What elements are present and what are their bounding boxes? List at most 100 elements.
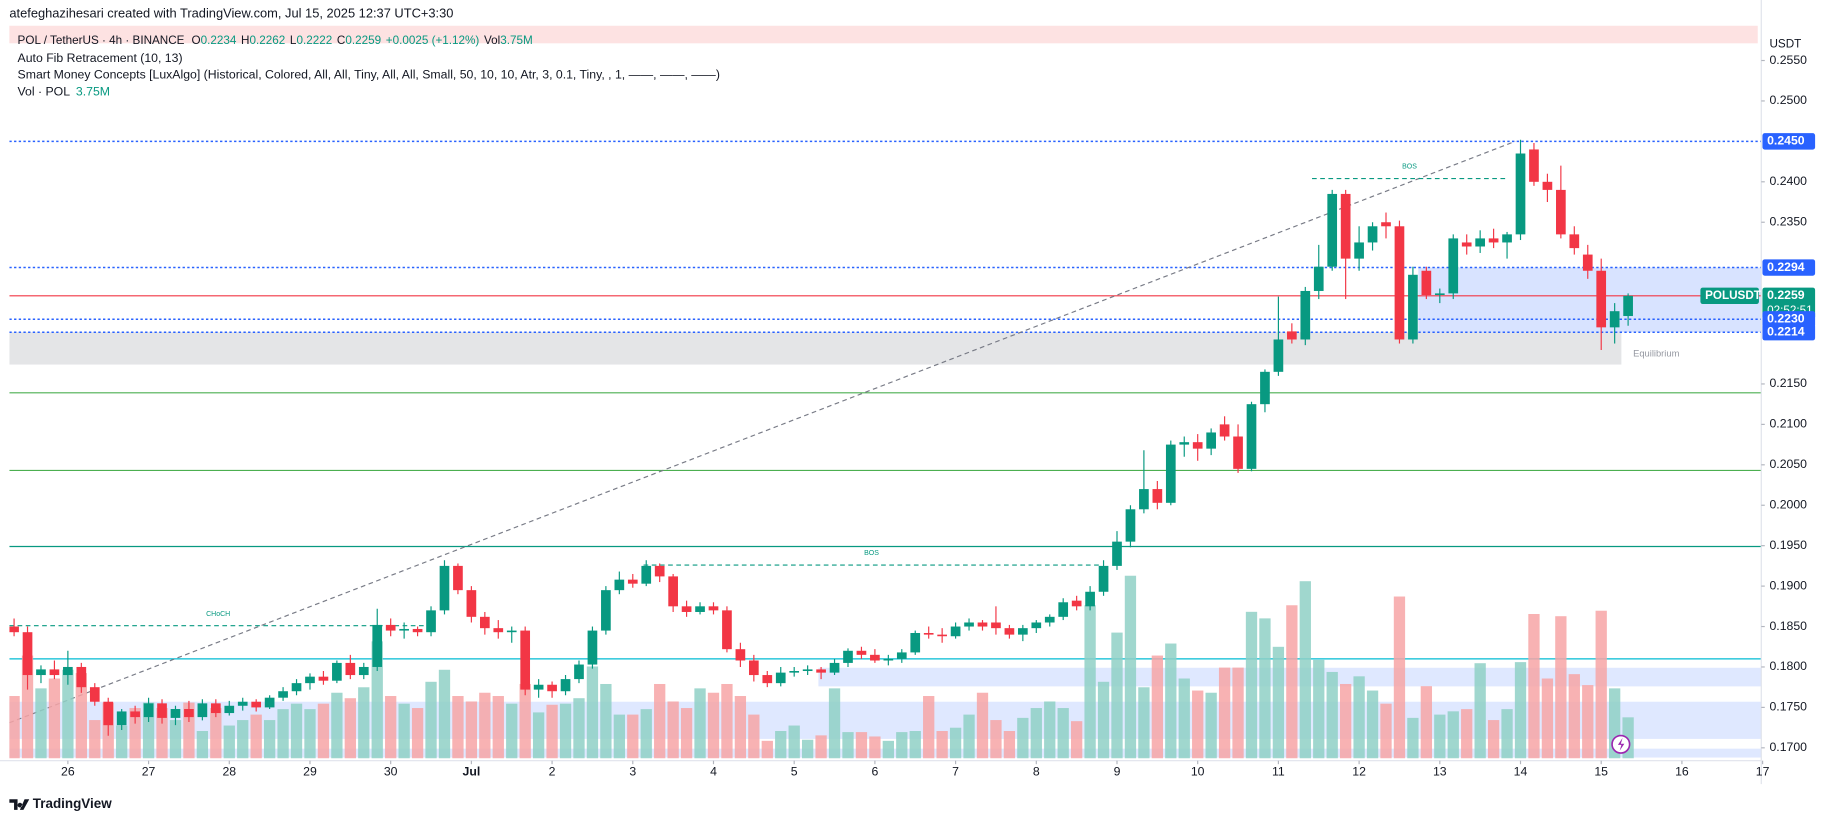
volume-bar bbox=[411, 708, 424, 759]
candle-body bbox=[1044, 616, 1055, 623]
volume-bar bbox=[842, 732, 854, 759]
candle-body bbox=[910, 633, 921, 653]
candle-body bbox=[305, 676, 315, 684]
candle-body bbox=[775, 672, 786, 684]
candle-body bbox=[1219, 424, 1230, 437]
candle-body bbox=[1381, 222, 1391, 227]
volume-bar bbox=[1165, 643, 1177, 759]
volume-bar bbox=[129, 708, 141, 759]
y-tick-label: 0.2500 bbox=[1769, 93, 1807, 107]
x-tick-label: 14 bbox=[1514, 765, 1528, 779]
candle-body bbox=[533, 684, 544, 690]
candle-body bbox=[829, 662, 840, 673]
volume-bar bbox=[869, 736, 881, 759]
price-badge-label: 0.2294 bbox=[1767, 260, 1805, 274]
volume-bar bbox=[196, 731, 209, 759]
symbol: POL / TetherUS · 4h · BINANCE bbox=[18, 34, 185, 47]
volume-bar bbox=[1245, 611, 1258, 759]
volume-bar bbox=[1178, 678, 1190, 759]
volume-bar bbox=[142, 702, 155, 759]
candle-body bbox=[157, 703, 167, 718]
candle-body bbox=[345, 662, 356, 676]
legend-highlight bbox=[9, 25, 1758, 44]
candle-body bbox=[1273, 339, 1284, 372]
ohlc-key: H bbox=[241, 34, 249, 47]
candle-body bbox=[1233, 436, 1243, 469]
candle-body bbox=[1609, 311, 1620, 328]
volume-bar bbox=[21, 655, 34, 759]
ohlc-value: 0.2262 bbox=[249, 34, 285, 47]
candle-body bbox=[856, 650, 867, 655]
y-tick-label: 0.2400 bbox=[1769, 174, 1807, 188]
x-tick-label: 13 bbox=[1433, 765, 1447, 779]
volume-bar bbox=[1487, 720, 1500, 759]
volume-bar bbox=[1232, 667, 1244, 759]
y-tick-label: 0.2000 bbox=[1769, 497, 1807, 511]
candle-body bbox=[1192, 442, 1203, 449]
volume-bar bbox=[1420, 686, 1433, 759]
candle-body bbox=[426, 610, 436, 633]
axes: 0.1700 0.1750 0.1800 0.1850 0.1900 0.1950 0.20… bbox=[61, 53, 1807, 779]
volume-bar bbox=[1461, 709, 1473, 759]
candle-body bbox=[399, 628, 409, 631]
candle-body bbox=[372, 624, 383, 667]
candle-body bbox=[76, 666, 87, 688]
candle-body bbox=[816, 669, 826, 673]
volume-bar bbox=[1622, 717, 1634, 759]
x-tick-label: 28 bbox=[222, 765, 236, 779]
volume-bar bbox=[1070, 721, 1083, 759]
zone bbox=[9, 332, 1622, 365]
x-tick-label: 5 bbox=[791, 765, 798, 779]
volume-bar bbox=[801, 739, 814, 759]
volume-bar bbox=[1393, 596, 1406, 759]
x-tick-label: 27 bbox=[142, 765, 156, 779]
volume-bar bbox=[532, 712, 545, 759]
volume-bar bbox=[1353, 676, 1365, 759]
candle-body bbox=[614, 579, 625, 591]
volume-bar bbox=[694, 688, 706, 759]
volume-bar bbox=[748, 714, 760, 759]
symbol-badge bbox=[1700, 287, 1759, 305]
candle-body bbox=[1461, 242, 1472, 247]
volume-bar bbox=[1380, 703, 1392, 759]
candle-body bbox=[843, 650, 853, 663]
candle-body bbox=[1475, 238, 1485, 247]
x-tick-label: 11 bbox=[1272, 765, 1285, 779]
candle-body bbox=[22, 632, 33, 676]
x-tick-label: 16 bbox=[1675, 765, 1689, 779]
candle-body bbox=[735, 649, 746, 661]
volume-bar bbox=[734, 696, 747, 759]
volume-bar bbox=[559, 703, 572, 759]
candle-body bbox=[291, 683, 302, 692]
volume-bar bbox=[506, 703, 518, 759]
vol-value: 3.75M bbox=[500, 34, 532, 47]
volume-bar bbox=[438, 669, 451, 759]
candle-body bbox=[1085, 591, 1095, 607]
candle-body bbox=[1623, 295, 1633, 317]
structure-label: BOS bbox=[1402, 164, 1417, 171]
candle-body bbox=[143, 703, 154, 718]
candle-body bbox=[964, 622, 974, 627]
x-tick-label: 29 bbox=[303, 765, 317, 779]
volume-bar bbox=[1057, 708, 1069, 759]
candle-body bbox=[1434, 293, 1445, 296]
volume-bar bbox=[1259, 618, 1271, 759]
volume-bar bbox=[89, 720, 101, 759]
candle-body bbox=[1556, 189, 1566, 235]
candle-body bbox=[762, 675, 773, 684]
y-tick-label: 0.1800 bbox=[1769, 659, 1807, 673]
volume-value: 3.75M bbox=[76, 85, 110, 99]
symbol-badge-label: POLUSDT bbox=[1705, 289, 1762, 302]
candle-body bbox=[1152, 489, 1163, 503]
y-tick-label: 0.2350 bbox=[1769, 214, 1807, 228]
volume-bar bbox=[1541, 678, 1554, 759]
volume-bar bbox=[1501, 709, 1513, 759]
lightning-icon bbox=[1611, 734, 1631, 754]
volume-bar bbox=[1447, 711, 1459, 759]
volume-bar bbox=[613, 714, 625, 759]
volume-bar bbox=[277, 709, 289, 759]
price-badge bbox=[1762, 133, 1816, 150]
candle-body bbox=[722, 610, 732, 650]
volume-bar bbox=[9, 696, 20, 759]
